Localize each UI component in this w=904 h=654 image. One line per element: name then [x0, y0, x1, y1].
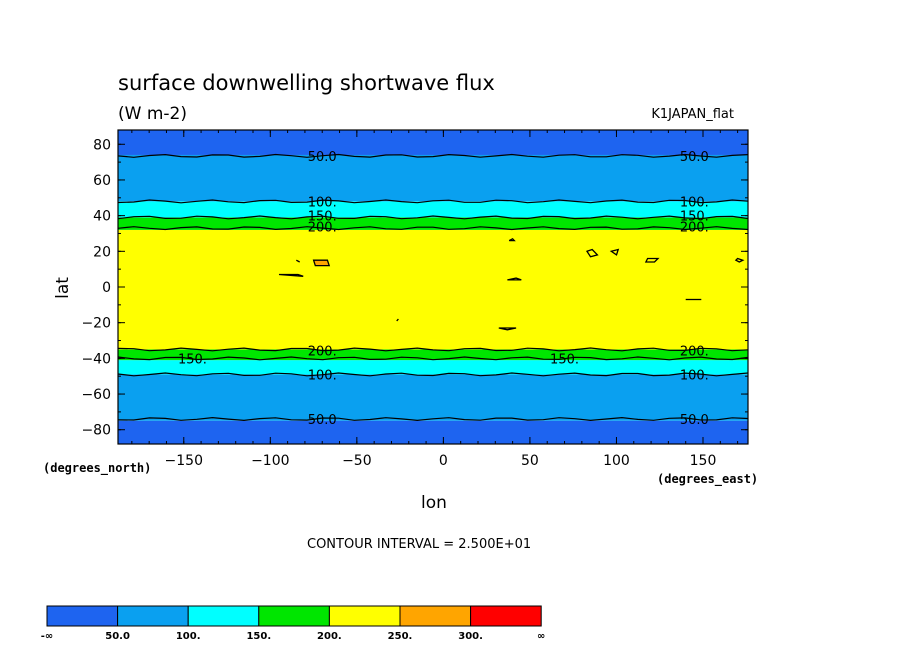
contour-label-11: 150. — [550, 352, 579, 367]
colorbar-label-3: 150. — [246, 631, 271, 642]
x-unit-label: (degrees_east) — [657, 472, 758, 487]
colorbar-label-0: -∞ — [41, 631, 53, 642]
band-0 — [118, 420, 748, 444]
colorbar-swatch-4 — [328, 605, 401, 627]
contour-line-100 — [117, 199, 749, 204]
filled-bands — [118, 130, 748, 444]
contour-label-13: 100. — [680, 368, 709, 383]
band-6 — [118, 201, 748, 218]
band-5 — [118, 217, 748, 230]
contour-feature-10 — [295, 259, 301, 263]
y-axis-title: lat — [53, 277, 73, 299]
colorbar-label-2: 100. — [176, 631, 201, 642]
contour-label-3: 100. — [680, 195, 709, 210]
contour-feature-5 — [508, 237, 516, 242]
colorbar-label-1: 50.0 — [105, 631, 130, 642]
contour-line-150 — [117, 215, 749, 220]
contour-feature-6 — [507, 277, 522, 281]
contour-feature-2 — [609, 248, 620, 256]
contour-label-2: 100. — [308, 195, 337, 210]
band-1 — [118, 374, 748, 421]
contour-label-7: 200. — [680, 220, 709, 235]
colorbar: -∞ 50.0 100. 150. 200. 250. 300. ∞ — [41, 605, 545, 642]
colorbar-swatch-2 — [187, 605, 260, 627]
y-unit-label: (degrees_north) — [43, 461, 151, 476]
x-tick-label: 100 — [603, 453, 630, 469]
contour-feature-11 — [396, 318, 399, 322]
x-tick-label: −150 — [165, 453, 203, 469]
contour-label-5: 150. — [680, 210, 709, 225]
dataset-label: K1JAPAN_flat — [651, 107, 734, 122]
contour-label-4: 150. — [308, 210, 337, 225]
contour-feature-7 — [498, 327, 517, 331]
contour-label-9: 200. — [680, 344, 709, 359]
colorbar-label-4: 200. — [317, 631, 342, 642]
y-tick-label: −80 — [81, 423, 111, 439]
colorbar-swatch-1 — [117, 605, 189, 627]
band-8 — [118, 130, 748, 155]
contour-label-14: 50.0 — [308, 413, 337, 428]
contour-line-100 — [117, 372, 749, 377]
colorbar-swatch-0 — [46, 605, 119, 627]
x-tick-label: 0 — [439, 453, 448, 469]
x-tick-labels: −150 −100 −50 0 50 100 150 — [165, 453, 717, 469]
colorbar-swatch-6 — [470, 605, 542, 627]
x-tick-label: −50 — [342, 453, 372, 469]
x-tick-label: 150 — [690, 453, 717, 469]
y-tick-labels: 80 60 40 20 0 −20 −40 −60 −80 — [81, 137, 111, 438]
band-4 — [118, 229, 748, 350]
y-tick-label: 0 — [102, 280, 111, 296]
colorbar-swatch-3 — [258, 605, 330, 627]
contour-feature-4 — [734, 257, 745, 263]
x-tick-label: 50 — [521, 453, 539, 469]
contour-label-6: 200. — [308, 220, 337, 235]
contour-line-50 — [117, 416, 749, 422]
contour-feature-8 — [278, 273, 304, 277]
band-3 — [118, 349, 748, 361]
contour-label-12: 100. — [308, 368, 337, 383]
x-axis-title: lon — [421, 493, 447, 513]
chart-title: surface downwelling shortwave flux — [118, 71, 495, 95]
y-tick-label: 80 — [93, 137, 111, 153]
contour-label-1: 50.0 — [680, 150, 709, 165]
contour-line-200 — [117, 347, 749, 352]
axis-ticks — [118, 130, 748, 444]
y-tick-label: 60 — [93, 173, 111, 189]
contour-feature-0 — [312, 259, 331, 267]
contour-line-200 — [117, 226, 749, 231]
colorbar-swatch-5 — [399, 605, 472, 627]
contour-label-8: 200. — [308, 344, 337, 359]
contour-feature-1 — [586, 248, 599, 258]
x-tick-label: −100 — [251, 453, 289, 469]
contour-line-150 — [117, 356, 749, 361]
band-2 — [118, 360, 748, 375]
contour-lines — [117, 153, 749, 422]
contour-label-15: 50.0 — [680, 413, 709, 428]
colorbar-label-5: 250. — [388, 631, 413, 642]
y-tick-label: 40 — [93, 209, 111, 225]
colorbar-label-6: 300. — [458, 631, 483, 642]
y-tick-label: −40 — [81, 351, 111, 367]
contour-label-10: 150. — [178, 352, 207, 367]
y-tick-label: 20 — [93, 244, 111, 260]
contour-interval-note: CONTOUR INTERVAL = 2.500E+01 — [307, 537, 531, 552]
y-tick-label: −20 — [81, 316, 111, 332]
band-7 — [118, 154, 748, 202]
chart-units: (W m-2) — [118, 104, 187, 124]
y-tick-label: −60 — [81, 387, 111, 403]
contour-label-0: 50.0 — [308, 150, 337, 165]
colorbar-label-7: ∞ — [537, 631, 545, 642]
contour-line-50 — [117, 153, 749, 158]
contour-feature-3 — [644, 257, 660, 263]
